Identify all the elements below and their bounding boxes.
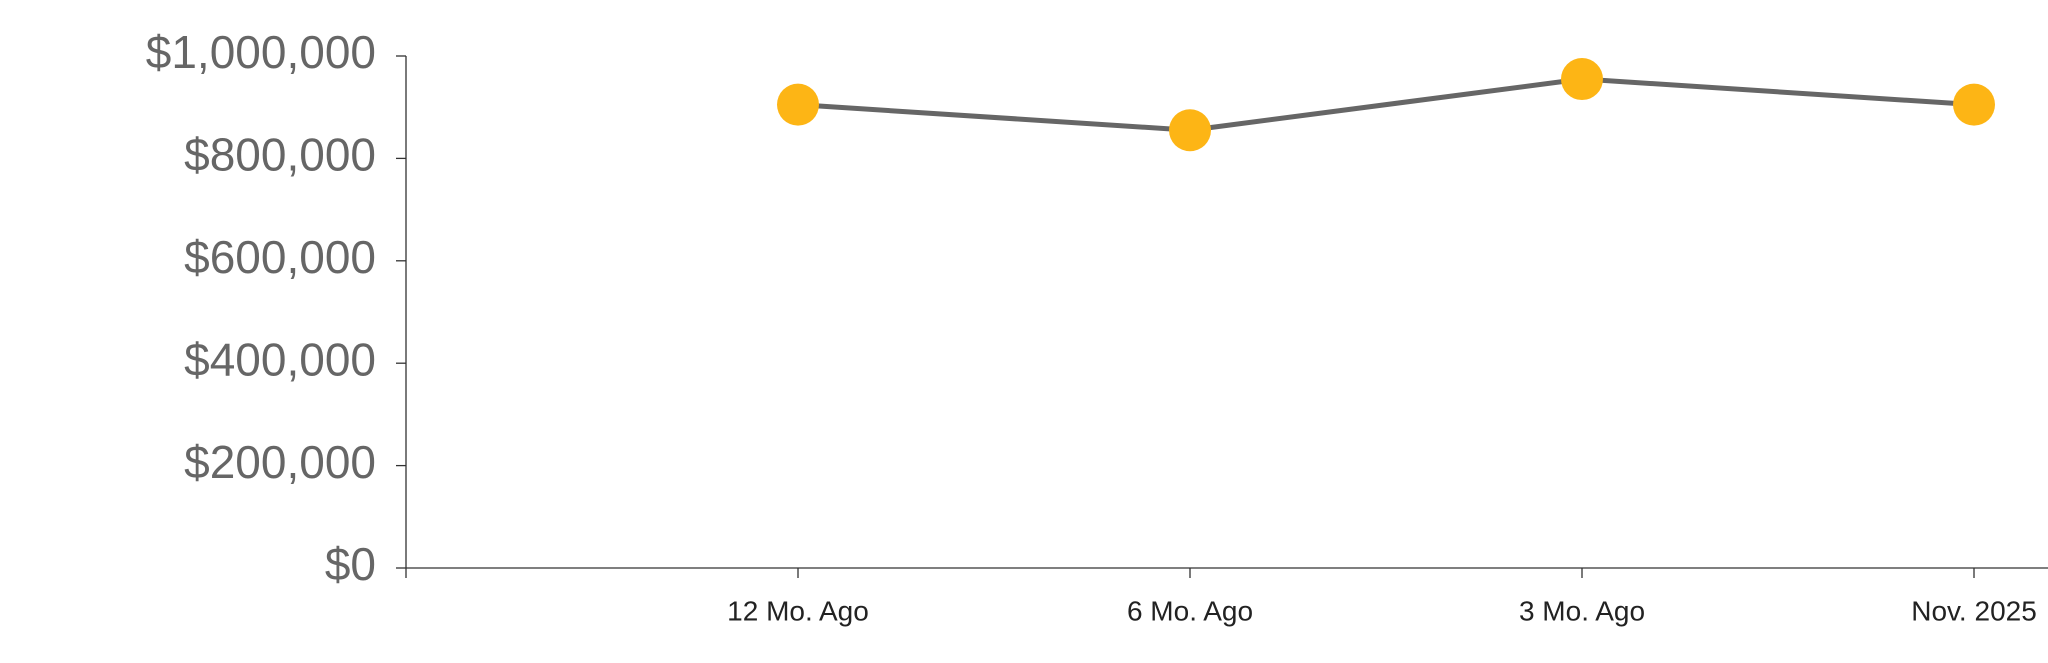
point [1169, 109, 1211, 152]
x-tick-label: Nov. 2025 [1911, 595, 2037, 626]
point [1561, 58, 1603, 101]
point [1953, 83, 1995, 126]
point [777, 83, 819, 126]
y-tick-label: $800,000 [184, 129, 376, 181]
x-tick-label: 12 Mo. Ago [727, 595, 869, 626]
x-tick-label: 3 Mo. Ago [1519, 595, 1645, 626]
y-tick-label: $200,000 [184, 436, 376, 488]
y-tick-label: $0 [325, 538, 376, 590]
line [797, 76, 1975, 133]
x-tick-label: 6 Mo. Ago [1127, 595, 1253, 626]
y-tick-label: $600,000 [184, 231, 376, 283]
y-tick-label: $400,000 [184, 333, 376, 385]
y-tick-label: $1,000,000 [146, 26, 376, 78]
